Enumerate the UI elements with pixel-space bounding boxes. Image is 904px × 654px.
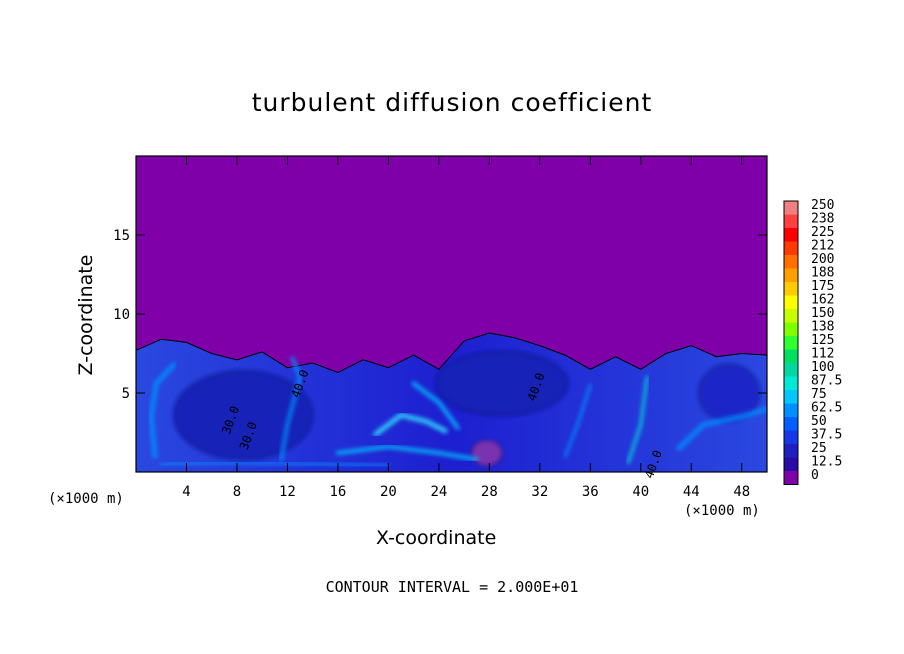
- colorbar-swatch: [784, 228, 798, 242]
- turbulence-streak: [148, 362, 177, 459]
- colorbar-label: 75: [811, 387, 827, 402]
- colorbar-swatch: [784, 268, 798, 282]
- x-tick-label: 48: [733, 484, 750, 500]
- colorbar-swatch: [784, 214, 798, 228]
- colorbar-swatch: [784, 241, 798, 255]
- colorbar-label: 238: [811, 212, 834, 227]
- x-tick-label: 28: [481, 484, 498, 500]
- colorbar-swatch: [784, 201, 798, 215]
- colorbar-swatch: [784, 430, 798, 444]
- x-axis-ticks: 4 8 12 16 20 24 28 32 36 40 44 48: [182, 156, 750, 500]
- turbulence-streak: [411, 381, 460, 430]
- eddy-core: [173, 370, 314, 460]
- x-tick-label: 12: [279, 484, 296, 500]
- turbulence-field: [136, 332, 767, 472]
- colorbar-swatch: [784, 403, 798, 417]
- turbulence-streak: [279, 356, 303, 462]
- turbulence-streak: [373, 412, 448, 437]
- turbulence-streak: [159, 461, 390, 468]
- contour-interval-note: CONTOUR INTERVAL = 2.000E+01: [325, 578, 579, 596]
- colorbar-swatch: [784, 322, 798, 336]
- x-tick-label: 4: [182, 484, 190, 500]
- colorbar-label: 150: [811, 306, 834, 321]
- turbulent-layer-contour: [136, 332, 767, 472]
- colorbar-label: 50: [811, 414, 827, 429]
- colorbar-swatch: [784, 444, 798, 458]
- y-tick-label: 5: [122, 386, 130, 402]
- y-tick-label: 10: [113, 307, 130, 323]
- x-unit-label-right: (×1000 m): [684, 503, 760, 519]
- x-tick-label: 44: [683, 484, 700, 500]
- colorbar-label: 175: [811, 279, 834, 294]
- turbulence-streak: [563, 383, 592, 458]
- colorbar-label: 12.5: [811, 455, 842, 470]
- x-axis-label: X-coordinate: [376, 527, 497, 549]
- x-tick-label: 24: [430, 484, 447, 500]
- colorbar-label: 188: [811, 266, 834, 281]
- colorbar-label: 25: [811, 441, 827, 456]
- turbulence-streak: [676, 406, 767, 451]
- colorbar-swatch: [784, 376, 798, 390]
- colorbar-label: 125: [811, 333, 834, 348]
- x-tick-label: 40: [632, 484, 649, 500]
- x-unit-label-left: (×1000 m): [48, 491, 124, 507]
- colorbar-frame: [783, 200, 799, 485]
- x-tick-label: 36: [582, 484, 599, 500]
- x-tick-label: 16: [329, 484, 346, 500]
- colorbar-label: 225: [811, 225, 834, 240]
- x-tick-label: 8: [233, 484, 241, 500]
- colorbar-label: 212: [811, 239, 834, 254]
- colorbar-swatch: [784, 390, 798, 404]
- colorbar-swatch: [784, 349, 798, 363]
- colorbar-swatch: [784, 471, 798, 485]
- colorbar-swatch: [784, 417, 798, 431]
- y-axis-label: Z-coordinate: [75, 254, 97, 376]
- colorbar-swatch: [784, 255, 798, 269]
- turbulence-streak: [335, 444, 479, 462]
- colorbar-swatch: [784, 282, 798, 296]
- x-tick-label: 20: [380, 484, 397, 500]
- turbulence-streak: [626, 375, 649, 464]
- colorbar-swatch: [784, 336, 798, 350]
- colorbar-label: 250: [811, 198, 834, 213]
- y-tick-label: 15: [113, 228, 130, 244]
- colorbar-label: 162: [811, 293, 834, 308]
- chart-title: turbulent diffusion coefficient: [251, 88, 653, 117]
- colorbar-label: 100: [811, 360, 834, 375]
- colorbar-swatch: [784, 295, 798, 309]
- colorbar-label: 87.5: [811, 374, 842, 389]
- colorbar-label: 138: [811, 320, 834, 335]
- x-tick-label: 32: [531, 484, 548, 500]
- colorbar-label: 0: [811, 468, 819, 483]
- colorbar-swatch: [784, 363, 798, 377]
- y-axis-ticks: 5 10 15: [113, 228, 767, 402]
- colorbar-swatch: [784, 309, 798, 323]
- eddy-core: [471, 439, 503, 467]
- colorbar-label: 37.5: [811, 428, 842, 443]
- colorbar-label: 200: [811, 252, 834, 267]
- colorbar-label: 112: [811, 347, 834, 362]
- colorbar: 2502382252122001881751621501381251121008…: [783, 198, 842, 485]
- colorbar-swatch: [784, 457, 798, 471]
- colorbar-label: 62.5: [811, 401, 842, 416]
- eddy-core: [435, 351, 569, 416]
